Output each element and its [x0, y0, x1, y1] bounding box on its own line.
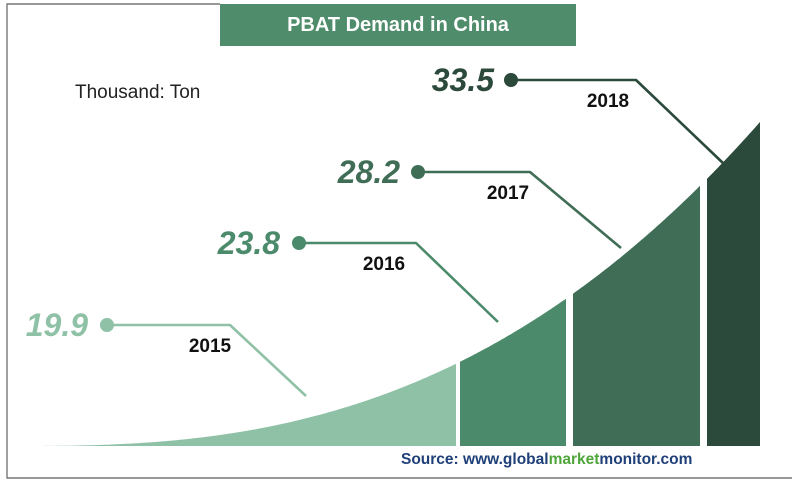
year-label-2018: 2018 [587, 91, 629, 112]
chart-frame [6, 3, 792, 479]
data-point-2018 [504, 73, 518, 87]
source-part-global: global [502, 451, 549, 468]
value-label-2016: 23.8 [217, 225, 280, 261]
year-label-2016: 2016 [363, 254, 405, 275]
source-suffix: .com [656, 451, 693, 468]
area-segment-2016 [460, 298, 566, 446]
value-label-2017: 28.2 [337, 154, 400, 190]
value-label-2018: 33.5 [432, 62, 495, 98]
area-segment-2017 [573, 185, 700, 447]
leader-line-2016 [299, 241, 499, 323]
leader-line-2015 [107, 323, 307, 397]
year-label-2015: 2015 [189, 336, 232, 357]
source-credit: Source: www.globalmarketmonitor.com [401, 451, 781, 469]
value-label-2015: 19.9 [26, 307, 88, 343]
data-point-2015 [100, 318, 114, 332]
data-point-2017 [411, 165, 425, 179]
area-segment-2015 [18, 363, 456, 446]
source-part-monitor: monitor [599, 451, 657, 468]
unit-label: Thousand: Ton [75, 82, 201, 103]
data-point-2016 [292, 236, 306, 250]
leader-line-2018 [511, 78, 725, 165]
chart-title-text: PBAT Demand in China [287, 13, 509, 36]
source-part-market: market [548, 451, 600, 468]
area-segment-2018 [707, 122, 760, 446]
source-prefix: Source: www. [401, 451, 503, 468]
chart-title: PBAT Demand in China [220, 4, 576, 46]
year-label-2017: 2017 [487, 183, 529, 204]
leader-line-2017 [418, 170, 622, 249]
